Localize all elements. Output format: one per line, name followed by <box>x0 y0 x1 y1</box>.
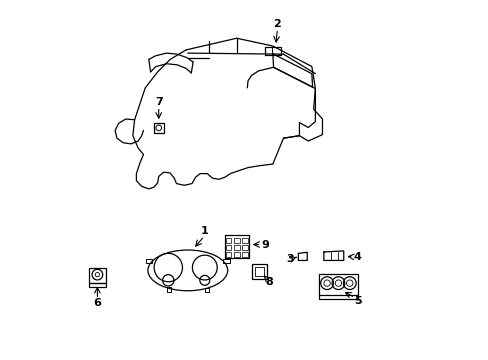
Text: 2: 2 <box>273 19 281 29</box>
Bar <box>153 123 163 133</box>
Bar <box>88 268 106 283</box>
Text: 9: 9 <box>261 239 268 249</box>
Text: 6: 6 <box>93 298 101 309</box>
Bar <box>223 259 229 263</box>
Bar <box>166 287 170 292</box>
Bar <box>242 245 247 249</box>
Bar <box>88 283 106 287</box>
Text: 7: 7 <box>155 97 163 107</box>
Bar <box>225 245 231 249</box>
Text: 3: 3 <box>286 254 294 264</box>
Text: 1: 1 <box>200 226 208 237</box>
Bar <box>145 259 152 263</box>
Text: 5: 5 <box>353 296 361 306</box>
Text: 8: 8 <box>265 277 273 287</box>
Bar <box>251 264 266 279</box>
Bar <box>225 252 231 257</box>
Text: 4: 4 <box>352 252 361 262</box>
Bar <box>233 245 239 249</box>
Bar <box>242 238 247 243</box>
Bar <box>255 267 263 276</box>
Bar <box>233 252 239 257</box>
Bar <box>204 288 209 292</box>
Bar <box>233 238 239 243</box>
Bar <box>224 235 248 258</box>
Bar <box>225 238 231 243</box>
Bar <box>242 252 247 257</box>
Bar <box>318 274 357 295</box>
